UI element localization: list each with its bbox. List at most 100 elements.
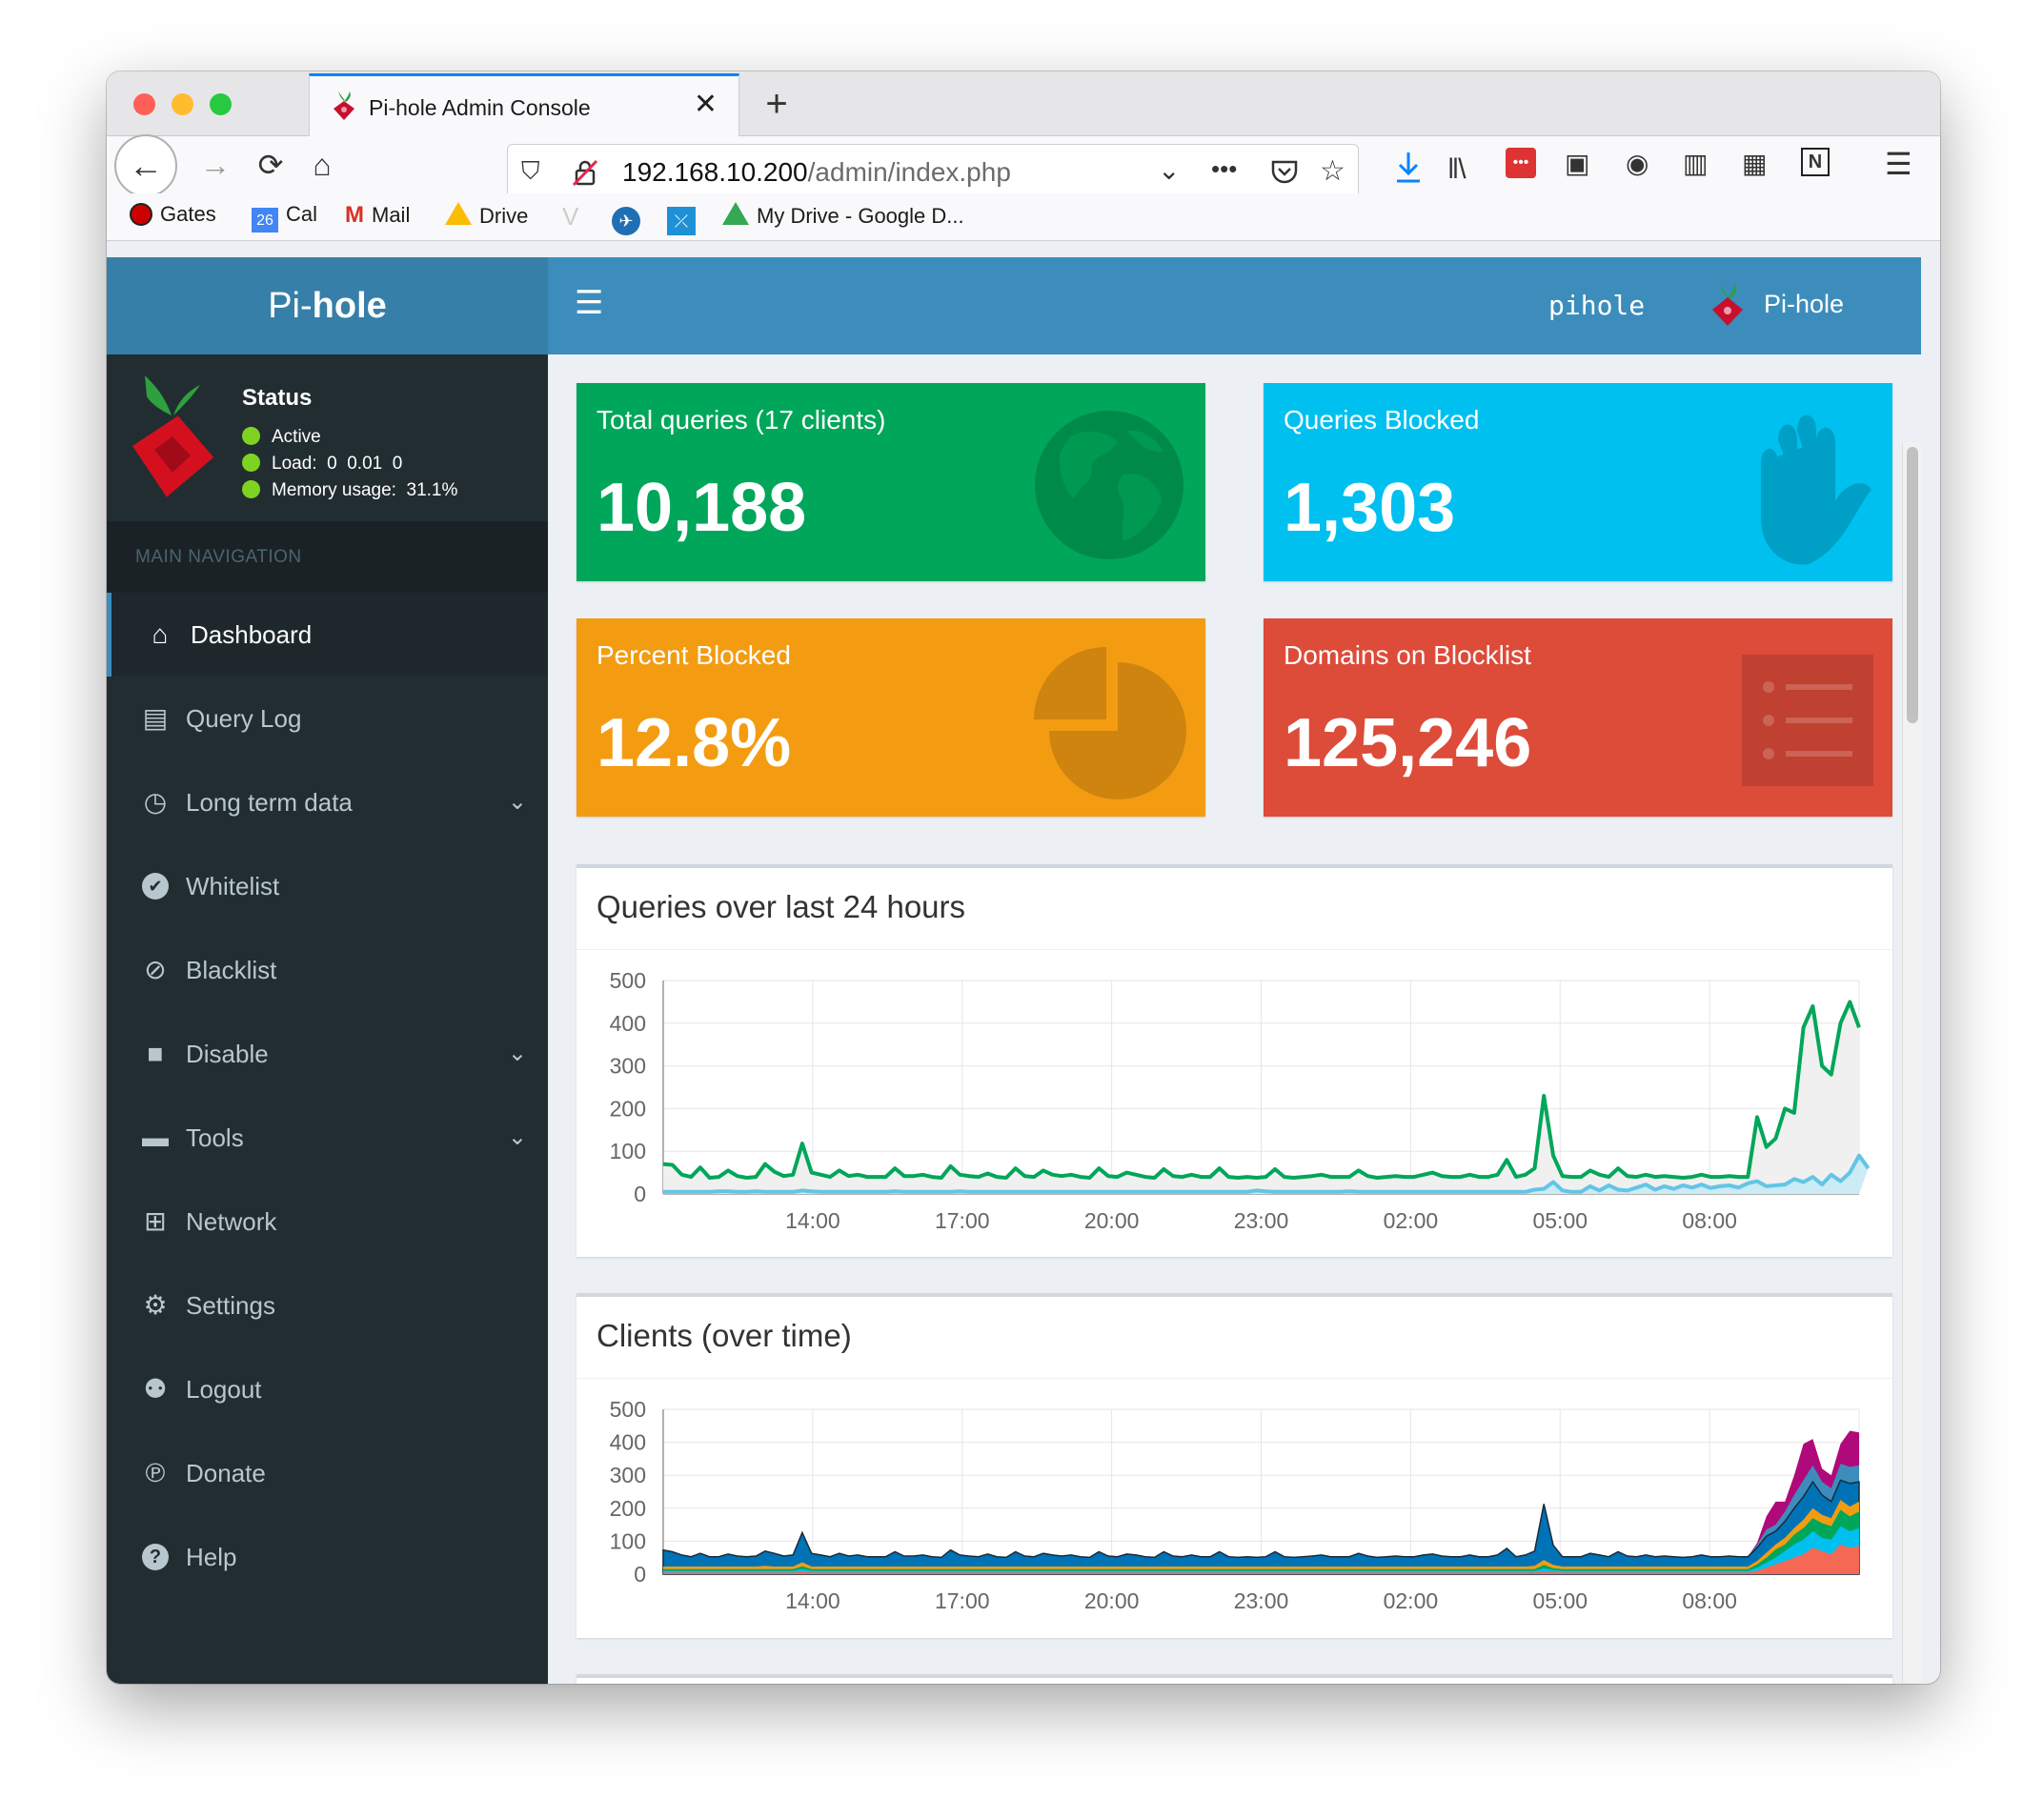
x-tick-label: 14:00: [785, 1208, 840, 1233]
account-icon[interactable]: ◉: [1626, 149, 1649, 178]
bookmark-drive[interactable]: Drive: [445, 202, 528, 229]
status-memory: Memory usage: 31.1%: [242, 480, 457, 501]
url-host: 192.168.10.200: [622, 157, 808, 187]
more-actions-icon[interactable]: •••: [1211, 154, 1238, 183]
folder-icon: ▬: [142, 1122, 169, 1152]
notion-icon[interactable]: N: [1801, 148, 1830, 176]
y-tick-label: 100: [610, 1139, 646, 1163]
nav-item-logout[interactable]: ⚉ Logout: [107, 1347, 548, 1431]
nav-item-disable[interactable]: ■ Disable ⌄: [107, 1012, 548, 1096]
nav-item-help[interactable]: ? Help: [107, 1515, 548, 1599]
page-scrollbar[interactable]: [1902, 443, 1921, 1684]
browser-window: Pi-hole Admin Console ✕ + ← → ⟳ ⌂ ⛉ 192.…: [107, 71, 1940, 1684]
bookmark-flight[interactable]: ✈: [612, 202, 648, 235]
new-tab-button[interactable]: +: [765, 83, 788, 125]
panel-header: Clients (over time): [576, 1297, 1892, 1379]
lastpass-icon[interactable]: •••: [1506, 148, 1536, 178]
x-tick-label: 23:00: [1234, 1208, 1289, 1233]
nav-item-dashboard[interactable]: ⌂ Dashboard: [107, 593, 548, 677]
bookmark-vivaldi[interactable]: V: [562, 202, 586, 232]
y-tick-label: 400: [610, 1430, 646, 1455]
nav-item-label: Blacklist: [186, 956, 277, 984]
stat-title: Percent Blocked: [597, 640, 791, 670]
nav-item-donate[interactable]: ℗ Donate: [107, 1431, 548, 1515]
pihole-app: Pi-hole ☰ pihole Pi-hole: [107, 257, 1921, 1684]
bookmark-star-icon[interactable]: ☆: [1320, 155, 1345, 187]
clients-over-time-chart[interactable]: 0 100 200 300 400 500 14:00 17:00 20:00 23:00 02:0…: [576, 1379, 1892, 1636]
queries-over-time-chart[interactable]: 0 100 200 300 400 500 14:00 17:00 20:00 23:00 02:0…: [576, 950, 1892, 1255]
tab-bar: Pi-hole Admin Console ✕ +: [107, 71, 1940, 137]
hamburger-menu-icon[interactable]: ☰: [1885, 147, 1912, 181]
nav-item-label: Network: [186, 1207, 277, 1236]
extension-grid-icon[interactable]: ▦: [1742, 149, 1768, 178]
nav-item-blacklist[interactable]: ⊘ Blacklist: [107, 928, 548, 1012]
back-button[interactable]: ←: [114, 134, 177, 197]
nav-item-whitelist[interactable]: ✔ Whitelist: [107, 844, 548, 928]
nav-item-label: Whitelist: [186, 872, 280, 900]
hand-icon: [1761, 415, 1871, 565]
nav-item-long-term-data[interactable]: ◷ Long term data ⌄: [107, 760, 548, 844]
y-tick-label: 200: [610, 1496, 646, 1521]
x-tick-label: 17:00: [935, 1588, 990, 1613]
nav-item-network[interactable]: ⊞ Network: [107, 1180, 548, 1264]
bookmark-gates[interactable]: Gates: [130, 202, 216, 227]
nav-item-settings[interactable]: ⚙ Settings: [107, 1264, 548, 1347]
x-tick-label: 08:00: [1682, 1588, 1737, 1613]
stat-value: 10,188: [597, 470, 807, 546]
check-circle-icon: ✔: [142, 873, 169, 900]
nav-item-query-log[interactable]: ▤ Query Log: [107, 677, 548, 760]
stat-total-queries[interactable]: Total queries (17 clients) 10,188: [576, 383, 1205, 581]
user-menu[interactable]: Pi-hole: [1709, 278, 1899, 335]
reader-view-icon[interactable]: ▣: [1565, 149, 1590, 178]
bookmarks-bar: Gates 26 Cal M Mail Drive V ✈ ⤫ My Drive -…: [107, 193, 1940, 241]
bookmark-label: Mail: [372, 203, 411, 227]
nav-item-label: Long term data: [186, 788, 353, 817]
sidebar-toggle-icon[interactable]: ☰: [575, 285, 604, 321]
shield-icon[interactable]: ⛉: [521, 156, 540, 185]
downloads-icon[interactable]: [1393, 150, 1424, 184]
dashboard-content: Total queries (17 clients) 10,188 Querie…: [548, 354, 1921, 1684]
scrollbar-thumb[interactable]: [1907, 447, 1918, 723]
stat-domains-blocklist[interactable]: Domains on Blocklist 125,246: [1264, 618, 1892, 817]
reload-button[interactable]: ⟳: [257, 148, 284, 182]
stat-queries-blocked[interactable]: Queries Blocked 1,303: [1264, 383, 1892, 581]
status-load: Load: 0 0.01 0: [242, 454, 402, 475]
raspberry-favicon-icon: [334, 91, 354, 120]
bookmark-mail[interactable]: M Mail: [345, 202, 410, 229]
series-area-4: [662, 1479, 1860, 1575]
forward-button[interactable]: →: [200, 148, 231, 182]
close-tab-icon[interactable]: ✕: [693, 89, 718, 120]
bookmark-confluence[interactable]: ⤫: [667, 202, 703, 235]
insecure-lock-icon[interactable]: [571, 158, 599, 187]
google-drive-icon: [722, 202, 749, 225]
logo-bold: hole: [312, 286, 387, 326]
y-tick-label: 0: [634, 1562, 646, 1587]
pocket-icon[interactable]: [1270, 159, 1299, 186]
nav-item-label: Query Log: [186, 704, 302, 733]
close-window-button[interactable]: [133, 93, 155, 115]
tab-pihole[interactable]: Pi-hole Admin Console ✕: [309, 73, 739, 137]
bookmark-cal[interactable]: 26 Cal: [252, 202, 317, 233]
chevron-down-icon[interactable]: ⌄: [1158, 155, 1181, 185]
stat-value: 125,246: [1284, 705, 1532, 781]
bookmark-my-drive[interactable]: My Drive - Google D...: [722, 202, 964, 229]
url-bar[interactable]: ⛉ 192.168.10.200/admin/index.php ⌄ ••• ☆: [507, 144, 1359, 199]
pihole-logo[interactable]: Pi-hole: [107, 257, 548, 354]
status-load-label: Load: 0 0.01 0: [272, 454, 403, 474]
y-tick-label: 300: [610, 1463, 646, 1487]
network-icon: ⊞: [144, 1206, 167, 1236]
home-button[interactable]: ⌂: [313, 148, 332, 182]
minimize-window-button[interactable]: [172, 93, 193, 115]
stat-percent-blocked[interactable]: Percent Blocked 12.8%: [576, 618, 1205, 817]
kanban-icon[interactable]: ▥: [1683, 149, 1709, 178]
x-tick-label: 14:00: [785, 1588, 840, 1613]
top-navbar: ☰ pihole Pi-hole: [548, 257, 1921, 354]
calendar-icon: 26: [252, 208, 278, 233]
vivaldi-icon: V: [562, 202, 579, 231]
series-area-1: [663, 1155, 1869, 1194]
zoom-window-button[interactable]: [210, 93, 232, 115]
url-text[interactable]: 192.168.10.200/admin/index.php: [622, 157, 1011, 188]
library-icon[interactable]: 𝍪\: [1448, 153, 1467, 185]
nav-item-tools[interactable]: ▬ Tools ⌄: [107, 1096, 548, 1180]
y-tick-label: 500: [610, 1397, 646, 1422]
